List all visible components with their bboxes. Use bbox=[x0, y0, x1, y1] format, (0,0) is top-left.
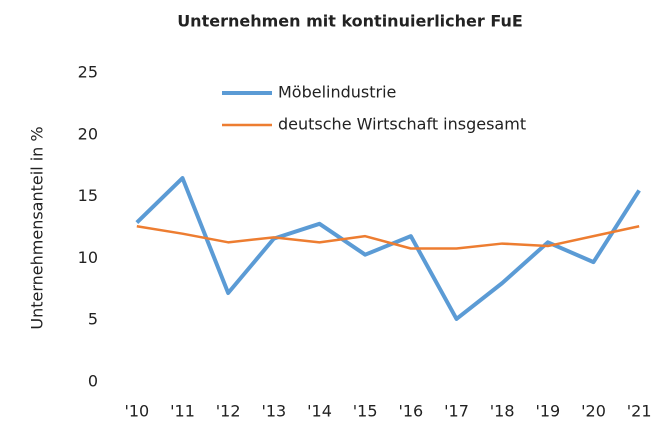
x-tick-label: '19 bbox=[535, 402, 560, 421]
x-tick-label: '16 bbox=[398, 402, 423, 421]
chart-title: Unternehmen mit kontinuierlicher FuE bbox=[177, 12, 523, 31]
y-axis-label: Unternehmensanteil in % bbox=[28, 126, 47, 329]
y-tick-label: 5 bbox=[88, 310, 98, 329]
y-tick-label: 10 bbox=[78, 248, 98, 267]
legend-label: Möbelindustrie bbox=[278, 83, 396, 102]
y-tick-label: 0 bbox=[88, 372, 98, 391]
y-tick-label: 20 bbox=[78, 124, 98, 143]
legend-label: deutsche Wirtschaft insgesamt bbox=[278, 115, 526, 134]
x-tick-label: '12 bbox=[216, 402, 241, 421]
x-tick-label: '18 bbox=[490, 402, 515, 421]
x-tick-label: '17 bbox=[444, 402, 469, 421]
x-tick-label: '14 bbox=[307, 402, 332, 421]
y-tick-label: 15 bbox=[78, 186, 98, 205]
y-tick-label: 25 bbox=[78, 63, 98, 82]
x-tick-label: '21 bbox=[627, 402, 652, 421]
x-tick-label: '20 bbox=[581, 402, 606, 421]
x-tick-label: '15 bbox=[353, 402, 378, 421]
x-tick-label: '10 bbox=[124, 402, 149, 421]
series-line bbox=[135, 176, 641, 321]
series-line bbox=[136, 225, 640, 250]
x-tick-label: '13 bbox=[261, 402, 286, 421]
x-tick-label: '11 bbox=[170, 402, 195, 421]
